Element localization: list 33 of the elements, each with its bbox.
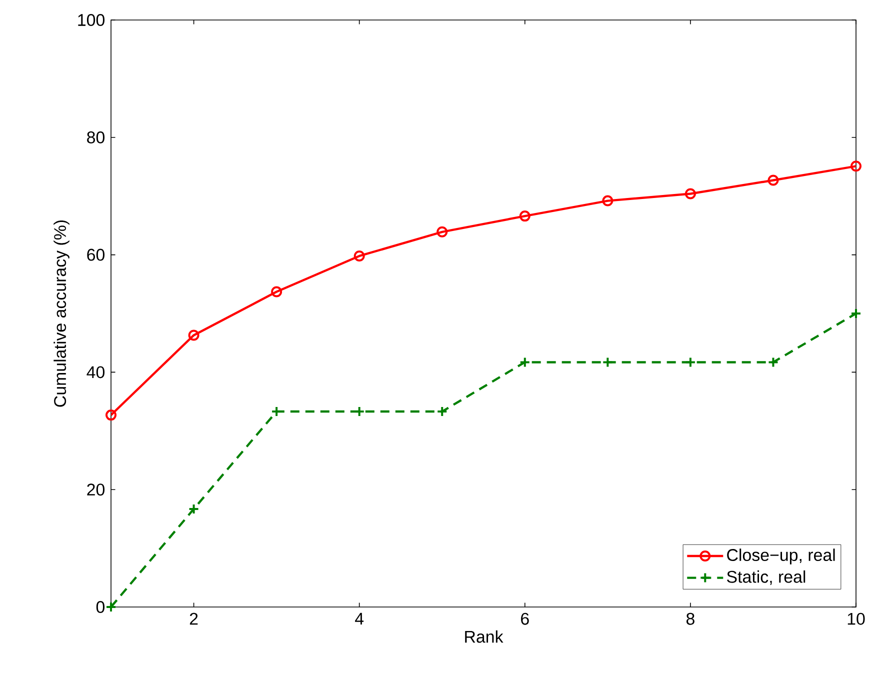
x-tick-label: 4	[355, 612, 364, 624]
y-tick-label: 40	[86, 366, 104, 378]
point	[684, 188, 696, 200]
legend-label: Static, real	[727, 570, 806, 585]
point	[188, 503, 200, 514]
point	[519, 356, 530, 368]
x-tick-label: 10	[848, 612, 865, 625]
point	[768, 174, 779, 186]
legend-label: Close−up, real	[727, 548, 835, 564]
point	[768, 356, 779, 368]
y-tick-label: 20	[87, 484, 104, 496]
point	[519, 210, 530, 222]
x-tick-label: 2	[190, 612, 198, 625]
point	[602, 356, 614, 368]
point	[106, 410, 116, 421]
point	[436, 406, 448, 418]
point	[850, 160, 862, 172]
y-tick-label: 80	[87, 131, 104, 144]
x-axis-title: Rank	[465, 630, 504, 643]
point	[188, 330, 200, 341]
point	[106, 602, 116, 612]
y-tick-label: 0	[96, 601, 105, 613]
point	[271, 286, 282, 298]
y-axis-title: Cumulative accuracy (%)	[54, 220, 70, 407]
y-tick-label: 100	[78, 14, 104, 26]
point	[850, 308, 862, 319]
x-tick-label: 6	[521, 612, 529, 625]
x-tick-label: 8	[686, 612, 694, 625]
y-tick-label: 60	[87, 248, 104, 261]
point	[436, 226, 448, 238]
point	[354, 250, 365, 262]
point	[602, 195, 614, 206]
point	[684, 356, 696, 368]
